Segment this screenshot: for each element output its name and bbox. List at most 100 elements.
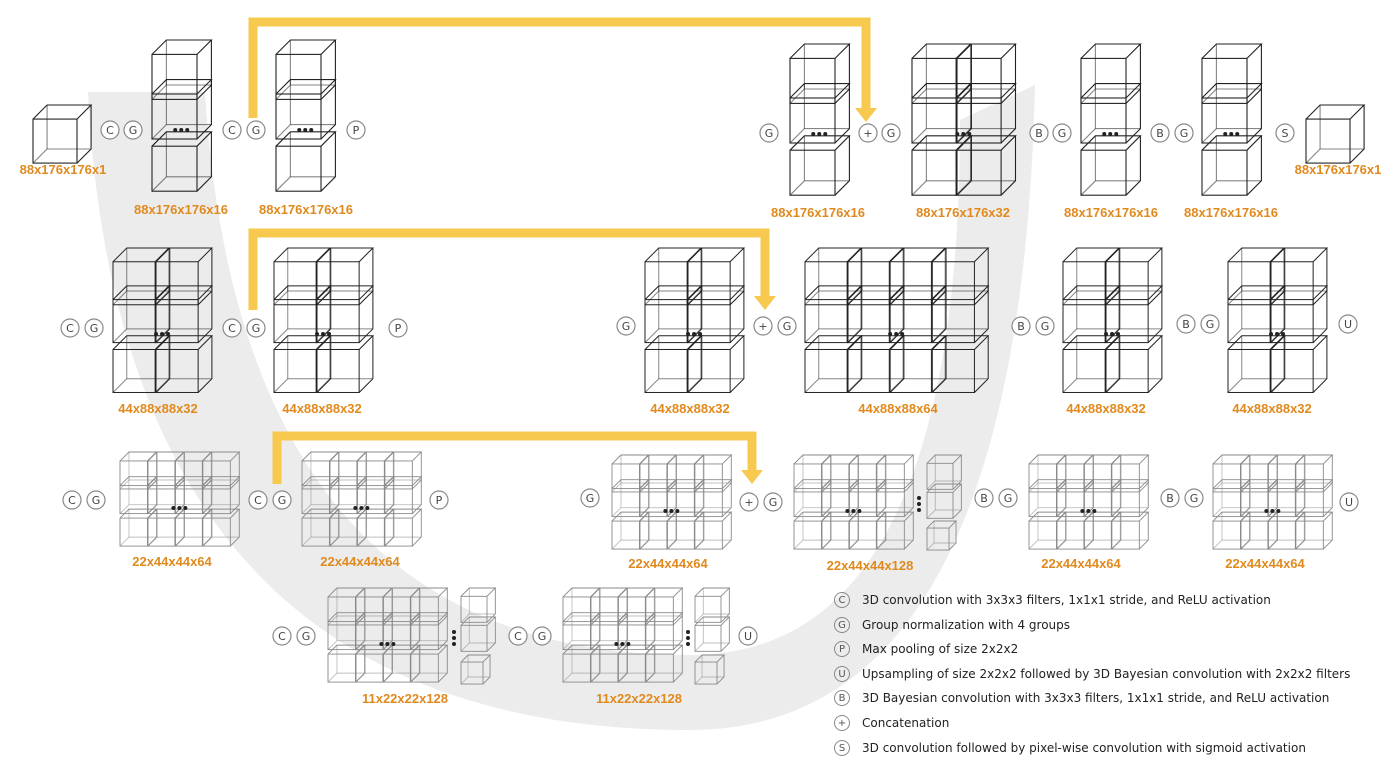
- conv-op: C: [222, 318, 242, 338]
- ellipsis-dots: [917, 496, 921, 512]
- legend-item: C 3D convolution with 3x3x3 filters, 1x1x…: [834, 590, 1271, 610]
- ellipsis-dots: [686, 630, 690, 646]
- feature-cube: [1110, 454, 1150, 493]
- shape-label: 44x88x88x64: [858, 401, 938, 416]
- feature-cube: [1104, 247, 1164, 306]
- groupnorm-op: G: [763, 492, 783, 512]
- legend-symbol: C: [834, 592, 850, 608]
- svg-text:U: U: [1344, 318, 1352, 331]
- feature-cube: [1201, 135, 1263, 196]
- groupnorm-op: G: [998, 488, 1018, 508]
- feature-cube: [694, 616, 731, 652]
- legend-text: Group normalization with 4 groups: [862, 618, 1071, 632]
- ellipsis-dots: [154, 332, 171, 336]
- shape-label: 22x44x44x128: [826, 558, 914, 573]
- feature-cube: [926, 520, 958, 551]
- ellipsis-dots: [1080, 509, 1097, 513]
- ellipsis-dots: [686, 332, 703, 336]
- feature-cube: [1269, 285, 1329, 344]
- feature-cube: [154, 285, 214, 344]
- svg-text:G: G: [129, 124, 138, 137]
- shape-label: 44x88x88x32: [1232, 401, 1312, 416]
- svg-text:U: U: [1345, 496, 1353, 509]
- feature-cube: [460, 654, 492, 685]
- ellipsis-dots: [173, 128, 190, 132]
- feature-cube: [846, 247, 906, 306]
- ellipsis-dots: [353, 506, 370, 510]
- svg-text:B: B: [1182, 318, 1190, 331]
- bayes-conv-op: B: [1176, 314, 1196, 334]
- feature-cube: [1104, 335, 1164, 393]
- legend-text: Max pooling of size 2x2x2: [862, 642, 1019, 656]
- feature-cube: [383, 476, 423, 515]
- svg-text:S: S: [1282, 127, 1289, 140]
- svg-text:G: G: [92, 494, 101, 507]
- shape-label: 11x22x22x128: [361, 691, 449, 706]
- feature-cube: [275, 39, 337, 100]
- svg-text:U: U: [744, 630, 752, 643]
- feature-cube: [315, 335, 375, 393]
- pool-op: P: [346, 120, 366, 140]
- conv-op: C: [508, 626, 528, 646]
- svg-text:C: C: [254, 494, 262, 507]
- feature-cube: [315, 285, 375, 344]
- upsample-op: U: [1339, 492, 1359, 512]
- conv-op: C: [248, 490, 268, 510]
- feature-cube: [151, 79, 213, 140]
- bayes-conv-op: B: [1150, 123, 1170, 143]
- feature-cube: [460, 587, 497, 623]
- feature-cube: [201, 476, 241, 515]
- groupnorm-op: G: [1174, 123, 1194, 143]
- shape-label: 88x176x176x16: [1184, 205, 1278, 220]
- legend-item: S 3D convolution followed by pixel-wise c…: [834, 738, 1306, 758]
- ellipsis-dots: [663, 509, 680, 513]
- svg-text:G: G: [765, 127, 774, 140]
- svg-text:+: +: [863, 127, 872, 140]
- groupnorm-op: G: [296, 626, 316, 646]
- groupnorm-op: G: [532, 626, 552, 646]
- groupnorm-op: G: [881, 123, 901, 143]
- groupnorm-op: G: [86, 490, 106, 510]
- svg-text:G: G: [769, 496, 778, 509]
- ellipsis-dots: [1102, 132, 1119, 136]
- feature-cube: [875, 511, 915, 550]
- feature-cube: [154, 335, 214, 393]
- legend-item: G Group normalization with 4 groups: [834, 615, 1070, 635]
- feature-cube: [789, 135, 851, 196]
- u-shape-backdrop: [88, 85, 1035, 730]
- ellipsis-dots: [315, 332, 332, 336]
- feature-cube: [955, 135, 1017, 196]
- feature-cube: [1294, 511, 1334, 550]
- feature-cube: [383, 451, 423, 490]
- feature-cube: [1269, 335, 1329, 393]
- svg-text:C: C: [66, 322, 74, 335]
- svg-text:C: C: [278, 630, 286, 643]
- shape-label: 88x176x176x1: [19, 162, 107, 177]
- feature-cube: [693, 454, 733, 493]
- feature-cube: [644, 612, 684, 651]
- svg-text:P: P: [353, 124, 360, 137]
- legend-symbol: G: [834, 617, 850, 633]
- feature-cube: [686, 335, 746, 393]
- feature-cube: [1110, 479, 1150, 518]
- feature-cube: [926, 454, 963, 490]
- svg-text:G: G: [1058, 127, 1067, 140]
- ellipsis-dots: [379, 642, 396, 646]
- svg-text:G: G: [90, 322, 99, 335]
- bayes-conv-op: B: [974, 488, 994, 508]
- shape-label: 22x44x44x64: [628, 556, 708, 571]
- feature-cube: [644, 644, 684, 683]
- feature-cube: [955, 83, 1017, 144]
- feature-cube: [693, 479, 733, 518]
- feature-cube: [930, 285, 990, 344]
- feature-cube: [1201, 83, 1263, 144]
- legend-symbol: S: [834, 740, 850, 756]
- feature-cube: [804, 285, 863, 344]
- svg-text:C: C: [68, 494, 76, 507]
- feature-cube: [1080, 135, 1142, 196]
- svg-text:C: C: [514, 630, 522, 643]
- legend-item: P Max pooling of size 2x2x2: [834, 639, 1018, 659]
- svg-text:G: G: [887, 127, 896, 140]
- feature-cube: [409, 644, 449, 683]
